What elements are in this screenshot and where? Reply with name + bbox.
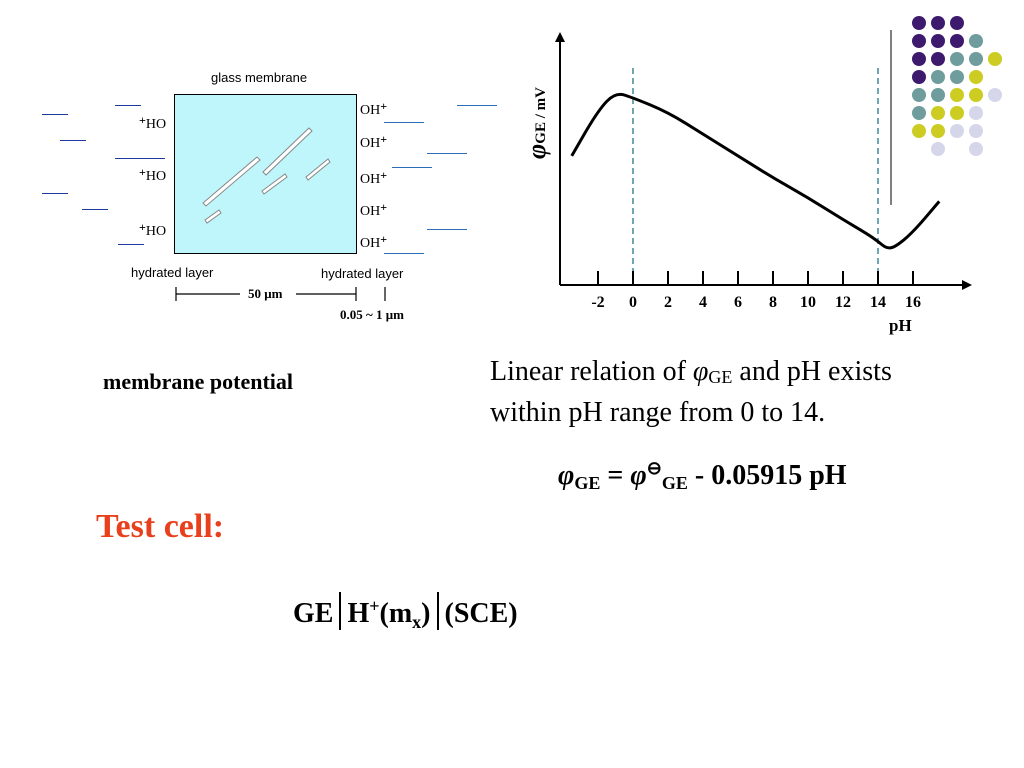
- decorative-dot: [912, 124, 926, 138]
- decorative-dot: [969, 70, 983, 84]
- decorative-dot: [950, 34, 964, 48]
- oh-ion-1: OH+: [360, 99, 388, 118]
- test-cell-notation: GE H+(mx) (SCE): [293, 592, 518, 633]
- test-cell-heading: Test cell:: [96, 508, 225, 545]
- decorative-dot: [969, 52, 983, 66]
- decorative-dot: [912, 52, 926, 66]
- charge-dash: [42, 193, 68, 194]
- decorative-dot: [969, 34, 983, 48]
- linear-relation-caption: Linear relation of φGE and pH exists wit…: [490, 356, 892, 428]
- membrane-cracks: [202, 127, 331, 224]
- charge-dash: [60, 140, 86, 141]
- charge-dash: [384, 253, 424, 254]
- x-tick-label: 6: [734, 294, 742, 311]
- thickness-scale-bar: [175, 287, 386, 301]
- decorative-dot: [988, 88, 1002, 102]
- phi-ge-curve: [570, 92, 941, 250]
- charge-dash: [392, 167, 432, 168]
- chart-series: [570, 92, 941, 250]
- x-tick-label: 12: [835, 294, 851, 311]
- charge-dash: [384, 122, 424, 123]
- decorative-dot: [969, 142, 983, 156]
- decorative-dot: [931, 52, 945, 66]
- x-tick-label: -2: [591, 294, 604, 311]
- layer-thickness-label: 0.05 ~ 1 μm: [340, 307, 404, 322]
- oh-ion-5: OH+: [360, 232, 388, 251]
- oh-ion-4: OH+: [360, 200, 388, 219]
- charge-dash: [427, 153, 467, 154]
- charge-dash: [82, 209, 108, 210]
- ho-ion-1: +HO: [139, 113, 167, 132]
- decorative-dot: [950, 88, 964, 102]
- phi-ph-chart: -2 0 2 4 6 8 10 12 14 16: [555, 30, 972, 311]
- x-tick-label: 16: [905, 294, 921, 311]
- decorative-dot: [950, 106, 964, 120]
- ho-ion-2: +HO: [139, 165, 167, 184]
- hydrated-layer-left: hydrated layer: [131, 265, 214, 280]
- decorative-dot: [988, 52, 1002, 66]
- x-tick-label: 0: [629, 294, 637, 311]
- decorative-dot: [931, 88, 945, 102]
- decorative-dot: [912, 88, 926, 102]
- decorative-dot: [912, 106, 926, 120]
- dot-pattern-decoration: [910, 14, 1020, 164]
- decorative-dot: [931, 124, 945, 138]
- decorative-dot: [969, 88, 983, 102]
- hydrated-layer-right: hydrated layer: [321, 266, 404, 281]
- charge-dash: [42, 114, 68, 115]
- chart-xlabel: pH: [889, 316, 912, 335]
- x-tick-label: 10: [800, 294, 816, 311]
- chart-markers: [632, 68, 879, 285]
- decorative-dot: [950, 52, 964, 66]
- membrane-potential-caption: membrane potential: [103, 369, 294, 394]
- x-axis-arrow: [962, 280, 972, 290]
- chart-ylabel: φGE / mV: [521, 87, 551, 159]
- chart-axes: [555, 32, 972, 290]
- chart-ticks: -2 0 2 4 6 8 10 12 14 16: [591, 271, 921, 311]
- glass-membrane-title: glass membrane: [211, 70, 308, 85]
- decorative-dot: [969, 106, 983, 120]
- decorative-dot: [931, 106, 945, 120]
- decorative-dot: [950, 70, 964, 84]
- ho-ion-3: +HO: [139, 220, 167, 239]
- decorative-dot: [912, 16, 926, 30]
- x-tick-label: 4: [699, 294, 707, 311]
- decorative-dot: [931, 16, 945, 30]
- charge-dash: [427, 229, 467, 230]
- x-tick-label: 2: [664, 294, 672, 311]
- glass-membrane: [174, 94, 357, 254]
- decorative-dot: [969, 124, 983, 138]
- charge-dash: [118, 244, 144, 245]
- decorative-dot: [950, 124, 964, 138]
- nernst-equation: φGE = φ⊖GE - 0.05915 pH: [558, 458, 847, 493]
- decorative-dot: [931, 70, 945, 84]
- oh-ion-3: OH+: [360, 168, 388, 187]
- decorative-dot: [931, 34, 945, 48]
- x-tick-label: 8: [769, 294, 777, 311]
- decorative-dot: [950, 16, 964, 30]
- oh-ion-2: OH+: [360, 132, 388, 151]
- decorative-dot: [912, 70, 926, 84]
- decorative-dot: [912, 34, 926, 48]
- charge-dash: [115, 105, 141, 106]
- charge-dash: [457, 105, 497, 106]
- charge-dash: [115, 158, 165, 159]
- x-tick-label: 14: [870, 294, 886, 311]
- decorative-dot: [931, 142, 945, 156]
- y-axis-arrow: [555, 32, 565, 42]
- thickness-label: 50 μm: [248, 286, 283, 301]
